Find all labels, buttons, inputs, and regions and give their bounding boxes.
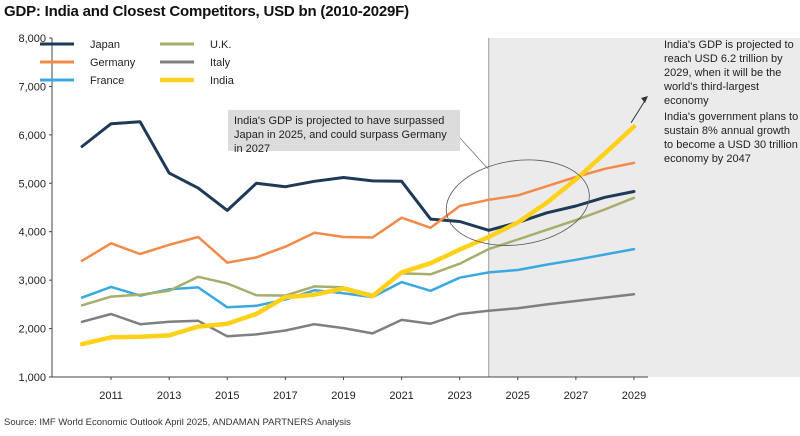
growth-arrow: [630, 98, 647, 124]
chart-title: GDP: India and Closest Competitors, USD …: [4, 3, 409, 20]
annotation-growth-plan: India's government plans to sustain 8% a…: [664, 111, 799, 165]
series-line-india: [79, 124, 637, 347]
x-tick-label: 2023: [447, 390, 471, 402]
x-tick-label: 2017: [273, 390, 297, 402]
source-note: Source: IMF World Economic Outlook April…: [4, 417, 351, 428]
callout-connector: [459, 137, 489, 169]
x-tick-label: 2029: [622, 390, 646, 402]
series-line-italy: [80, 292, 636, 338]
growth-arrow-head: [641, 96, 648, 103]
y-tick-label: 6,000: [18, 130, 46, 142]
y-tick-label: 4,000: [18, 227, 46, 239]
series-line-japan: [80, 120, 636, 232]
x-tick-label: 2013: [157, 390, 181, 402]
legend-label: U.K.: [210, 39, 231, 51]
x-tick-label: 2027: [564, 390, 588, 402]
y-tick-label: 2,000: [18, 324, 46, 336]
annotation-surpass-japan: India's GDP is projected to have surpass…: [228, 110, 460, 155]
legend-label: Germany: [90, 57, 136, 69]
x-tick-label: 2015: [215, 390, 239, 402]
legend-label: India: [210, 75, 235, 87]
annotation-third-largest: India's GDP is projected to reach USD 6.…: [664, 39, 794, 107]
legend-label: France: [90, 75, 124, 87]
x-tick-label: 2019: [331, 390, 355, 402]
y-tick-label: 8,000: [18, 33, 46, 45]
series-line-germany: [80, 161, 636, 264]
y-tick-label: 3,000: [18, 275, 46, 287]
y-tick-label: 5,000: [18, 178, 46, 190]
x-tick-label: 2011: [99, 390, 123, 402]
highlight-ellipse: [445, 159, 590, 246]
x-tick-label: 2025: [506, 390, 530, 402]
legend-label: Italy: [210, 57, 231, 69]
y-tick-label: 1,000: [18, 372, 46, 384]
legend-label: Japan: [90, 39, 120, 51]
y-tick-label: 7,000: [18, 81, 46, 93]
x-tick-label: 2021: [389, 390, 413, 402]
